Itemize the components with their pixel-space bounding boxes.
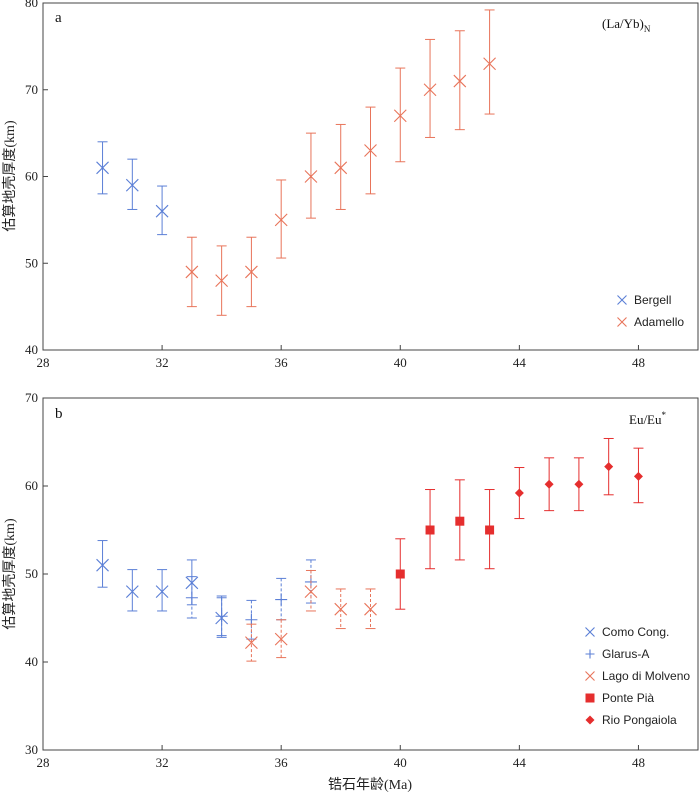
data-point (155, 585, 169, 598)
data-point (185, 591, 198, 604)
ratio-label-a-main: (La/Yb) (602, 16, 644, 31)
data-point (393, 109, 407, 123)
data-point (544, 479, 554, 489)
legend-label: Como Cong. (602, 625, 669, 639)
legend-label: Rio Pongaiola (602, 713, 677, 727)
x-tick-label-a: 32 (156, 355, 169, 370)
legend-symbol (617, 317, 627, 327)
data-point (125, 178, 139, 192)
ticks-a: 28 32 36 40 44 48 40 50 60 70 80 (25, 0, 645, 370)
marks-a (96, 9, 496, 316)
ratio-label-a-sub: N (644, 24, 651, 34)
x-tick-label-a: 44 (513, 355, 527, 370)
data-point (455, 516, 465, 526)
x-tick-label-a: 40 (394, 355, 407, 370)
data-point (245, 636, 258, 650)
y-tick-label-b: 40 (25, 654, 38, 669)
legend-a: Bergell Adamello (617, 293, 684, 329)
plot-frame-b (42, 397, 699, 751)
data-point (96, 161, 109, 175)
legend-symbol (585, 715, 595, 725)
data-point (395, 569, 405, 579)
series-b-0 (96, 540, 229, 638)
y-axis-label-b: 估算地壳厚度(km) (1, 518, 18, 630)
panel-label-b: b (55, 406, 63, 422)
x-tick-label-b: 44 (513, 755, 527, 770)
data-point (155, 204, 169, 218)
ticks-b: 28 32 36 40 44 48 30 40 50 60 70 (25, 390, 645, 770)
legend-label: Bergell (634, 293, 671, 307)
data-point (633, 471, 643, 481)
series-a-0 (96, 141, 169, 236)
x-tick-label-a: 36 (275, 355, 289, 370)
data-point (485, 525, 495, 535)
data-point (125, 585, 139, 598)
data-point (453, 74, 467, 88)
x-tick-label-b: 48 (632, 755, 645, 770)
panel-b: b Eu/Eu* 估算地壳厚度(km) 锆石年龄(Ma) 28 32 36 40 44 4… (1, 390, 699, 793)
data-point (364, 602, 377, 616)
y-tick-label-b: 30 (25, 742, 38, 757)
x-tick-label-a: 28 (37, 355, 50, 370)
x-tick-label-a: 48 (632, 355, 645, 370)
data-point (425, 525, 435, 535)
legend-symbol (585, 693, 595, 703)
data-point (215, 610, 228, 623)
data-point (96, 558, 109, 572)
legend-symbol (585, 627, 595, 637)
y-axis-label-a: 估算地壳厚度(km) (1, 120, 18, 232)
y-tick-label-a: 70 (25, 82, 38, 97)
legend-label: Glarus-A (602, 647, 649, 661)
y-tick-label-b: 50 (25, 566, 38, 581)
y-tick-label-b: 60 (25, 478, 38, 493)
ratio-label-b-sup: * (662, 410, 667, 420)
legend-symbol (617, 295, 627, 305)
legend-label: Lago di Molveno (602, 669, 690, 683)
y-tick-label-a: 80 (25, 0, 38, 10)
panel-a: a (La/Yb)N 估算地壳厚度(km) 28 32 36 40 44 48 40 50 60… (1, 0, 699, 370)
y-tick-label-a: 50 (25, 255, 38, 270)
x-tick-label-b: 36 (275, 755, 289, 770)
data-point (274, 632, 288, 646)
data-point (185, 265, 199, 279)
legend-b: Como Cong. Glarus-A Lago di Molveno Ponte P… (585, 625, 690, 727)
data-point (514, 488, 524, 498)
data-point (483, 57, 496, 71)
series-b-4 (514, 437, 644, 520)
series-b-3 (395, 479, 495, 610)
x-tick-label-b: 32 (156, 755, 169, 770)
data-point (275, 593, 288, 606)
ratio-label-b-main: Eu/Eu (629, 412, 662, 427)
ratio-label-b: Eu/Eu* (629, 410, 667, 427)
x-tick-label-b: 28 (37, 755, 50, 770)
data-point (574, 479, 584, 489)
y-tick-label-b: 70 (25, 390, 38, 405)
series-b-2 (245, 569, 377, 662)
x-axis-label: 锆石年龄(Ma) (328, 777, 412, 793)
data-point (215, 274, 229, 287)
series-b-1 (185, 559, 317, 640)
legend-symbol (585, 649, 595, 659)
data-point (245, 265, 258, 279)
y-tick-label-a: 40 (25, 342, 38, 357)
x-tick-label-b: 40 (394, 755, 407, 770)
ratio-label-a: (La/Yb)N (602, 16, 651, 34)
series-a-1 (185, 9, 496, 316)
data-point (274, 213, 288, 227)
legend-symbol (585, 671, 595, 681)
marks-b (96, 437, 644, 662)
data-point (423, 83, 437, 97)
legend-label: Adamello (634, 315, 684, 329)
data-point (304, 170, 318, 183)
data-point (364, 144, 377, 157)
data-point (604, 462, 614, 472)
data-point (334, 161, 348, 175)
legend-label: Ponte Pià (602, 691, 654, 705)
panel-label-a: a (55, 10, 62, 26)
data-point (334, 602, 348, 616)
data-point (304, 585, 318, 598)
y-tick-label-a: 60 (25, 169, 38, 184)
